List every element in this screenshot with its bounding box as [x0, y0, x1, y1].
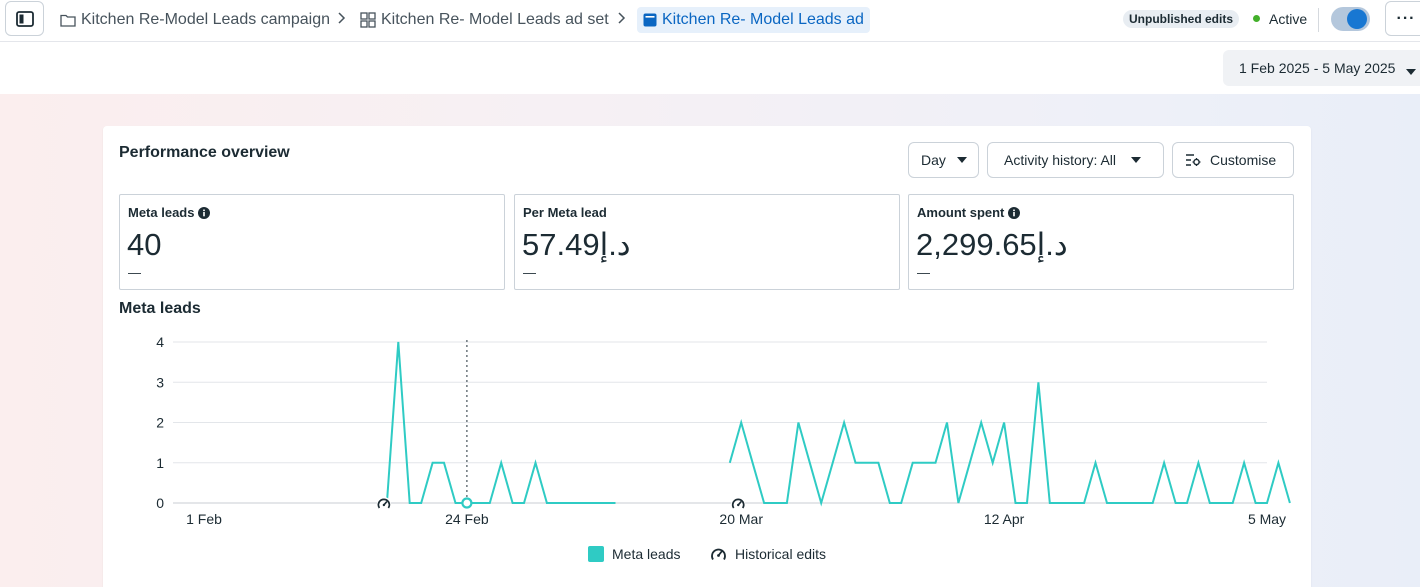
breadcrumb-ad-set-label: Kitchen Re- Model Leads ad set [381, 11, 609, 28]
customise-button[interactable]: Customise [1172, 142, 1294, 178]
historical-edit-marker-icon[interactable] [731, 497, 746, 511]
legend-meta-leads[interactable]: Meta leads [588, 546, 680, 562]
metric-label-text: Amount spent [917, 205, 1005, 220]
customise-label: Customise [1210, 152, 1277, 168]
legend-historical-edits[interactable]: Historical edits [710, 546, 826, 562]
unpublished-edits-badge: Unpublished edits [1123, 10, 1240, 28]
x-tick-label: 24 Feb [445, 511, 489, 527]
active-toggle[interactable] [1331, 7, 1370, 31]
status-dot-icon [1253, 15, 1260, 22]
series-line-meta-leads [385, 341, 616, 504]
historical-edit-marker-icon[interactable] [376, 497, 391, 511]
x-tick-label: 20 Mar [719, 511, 763, 527]
metric-label-text: Meta leads [128, 205, 195, 220]
selected-point [461, 497, 473, 509]
metric-label: Per Meta lead [523, 205, 607, 220]
metric-value: 40 [127, 227, 162, 262]
metric-label: Amount spent [917, 205, 1021, 220]
breadcrumb-campaign[interactable]: Kitchen Re-Model Leads campaign [60, 7, 330, 33]
granularity-label: Day [921, 152, 946, 168]
status-label: Active [1269, 11, 1308, 27]
breadcrumb-ad-set[interactable]: Kitchen Re- Model Leads ad set [360, 7, 609, 33]
metric-value: 2,299.65د.إ [916, 227, 1068, 262]
y-tick-label: 3 [156, 374, 164, 390]
card-title: Performance overview [119, 144, 290, 161]
activity-history-dropdown[interactable]: Activity history: All [987, 142, 1164, 178]
chevron-right-icon [617, 10, 627, 31]
activity-history-label: Activity history: All [1004, 152, 1117, 168]
y-tick-label: 4 [156, 334, 164, 350]
caret-down-icon [956, 156, 968, 164]
y-tick-label: 1 [156, 455, 164, 471]
ad-icon [643, 13, 657, 27]
performance-overview-card: Performance overview Day Activity histor… [103, 126, 1311, 587]
breadcrumb-campaign-label: Kitchen Re-Model Leads campaign [81, 11, 331, 28]
x-tick-label: 5 May [1248, 511, 1286, 527]
metric-meta-leads[interactable]: Meta leads 40 — [119, 194, 505, 290]
historical-edits-icon [710, 546, 727, 563]
metric-change: — [128, 265, 141, 280]
more-options-button[interactable]: ··· [1385, 1, 1420, 36]
customise-settings-icon [1185, 153, 1201, 167]
y-tick-label: 2 [156, 415, 164, 431]
info-icon[interactable] [198, 206, 211, 219]
metric-label-text: Per Meta lead [523, 205, 607, 220]
side-panel-toggle-button[interactable] [5, 1, 44, 36]
legend-swatch [588, 546, 604, 562]
folder-icon [60, 13, 76, 27]
metric-per-meta-lead[interactable]: Per Meta lead 57.49د.إ — [514, 194, 900, 290]
divider [1318, 8, 1319, 32]
date-range-label: 1 Feb 2025 - 5 May 2025 [1239, 60, 1396, 76]
metric-change: — [917, 265, 930, 280]
chart-title: Meta leads [119, 300, 201, 317]
caret-down-icon [1130, 156, 1142, 164]
y-tick-label: 0 [156, 495, 164, 511]
toggle-knob [1347, 9, 1367, 29]
meta-leads-line-chart[interactable]: 0 1 2 3 4 1 Feb 24 Feb 20 Mar 12 Apr 5 May [103, 321, 1311, 536]
chevron-right-icon [337, 10, 347, 31]
info-icon[interactable] [1008, 206, 1021, 219]
grid-icon [360, 12, 376, 28]
metric-label: Meta leads [128, 205, 211, 220]
metric-change: — [523, 265, 536, 280]
top-bar: Kitchen Re-Model Leads campaign Kitchen … [0, 0, 1420, 42]
breadcrumb-ad[interactable]: Kitchen Re- Model Leads ad [637, 7, 870, 33]
x-tick-label: 1 Feb [186, 511, 222, 527]
x-tick-label: 12 Apr [984, 511, 1025, 527]
date-range-picker[interactable]: 1 Feb 2025 - 5 May 2025 [1223, 50, 1420, 86]
series-line-meta-leads [728, 382, 1291, 507]
date-range-bar: 1 Feb 2025 - 5 May 2025 [0, 43, 1420, 94]
side-panel-icon [15, 10, 34, 27]
more-icon: ··· [1396, 9, 1416, 27]
breadcrumb-ad-label: Kitchen Re- Model Leads ad [662, 11, 864, 28]
legend-historical-edits-label: Historical edits [735, 546, 827, 562]
metric-value: 57.49د.إ [522, 227, 631, 262]
metric-amount-spent[interactable]: Amount spent 2,299.65د.إ — [908, 194, 1294, 290]
granularity-dropdown[interactable]: Day [908, 142, 979, 178]
legend-meta-leads-label: Meta leads [612, 546, 681, 562]
caret-down-icon [1405, 63, 1417, 79]
